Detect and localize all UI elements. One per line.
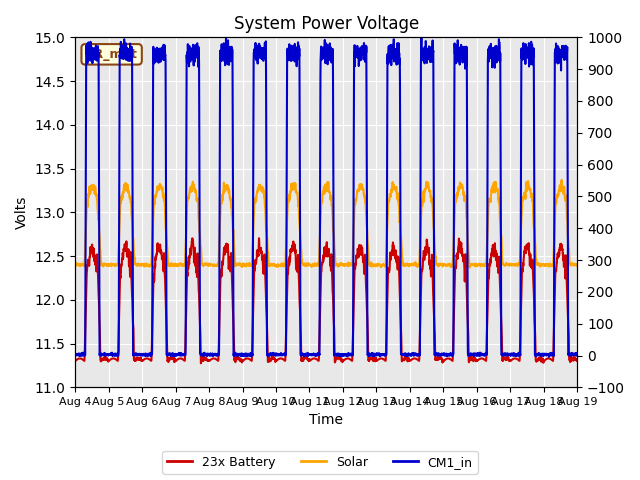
23x Battery xyxy=(564,308,572,313)
Title: System Power Voltage: System Power Voltage xyxy=(234,15,419,33)
Line: 23x Battery: 23x Battery xyxy=(75,238,577,363)
CM1_in xyxy=(509,352,517,358)
23x Battery xyxy=(71,358,79,364)
CM1_in xyxy=(545,354,553,360)
CM1_in xyxy=(264,353,271,359)
23x Battery xyxy=(197,360,205,366)
23x Battery xyxy=(158,256,166,262)
CM1_in xyxy=(417,34,425,39)
23x Battery xyxy=(286,257,294,263)
CM1_in xyxy=(129,155,136,161)
Y-axis label: Volts: Volts xyxy=(15,196,29,229)
CM1_in xyxy=(573,351,581,357)
X-axis label: Time: Time xyxy=(309,413,343,427)
Line: Solar: Solar xyxy=(75,180,577,267)
Solar xyxy=(509,262,517,267)
Solar xyxy=(158,186,166,192)
Solar xyxy=(558,177,566,183)
23x Battery xyxy=(129,300,136,305)
Solar xyxy=(71,263,79,268)
Solar xyxy=(564,231,572,237)
CM1_in xyxy=(158,51,166,57)
Solar xyxy=(466,264,474,270)
Solar xyxy=(285,193,293,199)
23x Battery xyxy=(510,356,518,361)
23x Battery xyxy=(264,359,272,365)
23x Battery xyxy=(573,358,581,363)
CM1_in xyxy=(71,351,79,357)
Line: CM1_in: CM1_in xyxy=(75,36,577,357)
Solar xyxy=(264,248,271,253)
Legend: 23x Battery, Solar, CM1_in: 23x Battery, Solar, CM1_in xyxy=(163,451,477,474)
Text: VR_met: VR_met xyxy=(85,48,138,61)
Solar xyxy=(573,263,581,269)
CM1_in xyxy=(564,199,572,204)
23x Battery xyxy=(255,235,263,241)
CM1_in xyxy=(285,55,293,60)
Solar xyxy=(129,221,136,227)
